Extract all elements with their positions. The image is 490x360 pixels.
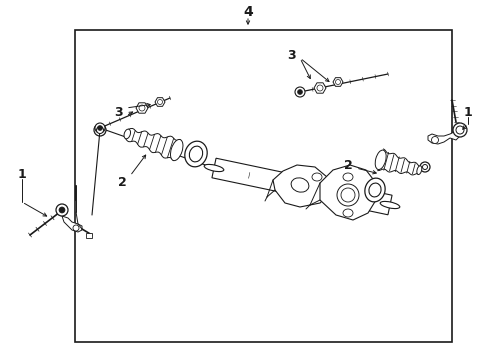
Polygon shape: [136, 103, 148, 113]
Ellipse shape: [343, 173, 353, 181]
Ellipse shape: [291, 178, 309, 192]
Ellipse shape: [312, 173, 322, 181]
Text: 4: 4: [243, 5, 253, 19]
Text: 1: 1: [18, 167, 26, 180]
Ellipse shape: [365, 178, 385, 202]
Circle shape: [453, 123, 467, 137]
Circle shape: [56, 204, 68, 216]
Ellipse shape: [189, 146, 203, 162]
Text: 3: 3: [288, 49, 296, 62]
Polygon shape: [212, 158, 392, 215]
Circle shape: [420, 162, 430, 172]
Circle shape: [422, 165, 427, 170]
Polygon shape: [62, 216, 82, 232]
Polygon shape: [273, 165, 330, 207]
Ellipse shape: [375, 150, 386, 170]
Text: 1: 1: [464, 105, 472, 118]
Circle shape: [157, 99, 163, 104]
Text: 2: 2: [118, 176, 126, 189]
Ellipse shape: [380, 201, 400, 208]
Circle shape: [139, 105, 145, 111]
Circle shape: [59, 207, 65, 213]
Polygon shape: [314, 83, 326, 93]
Text: 2: 2: [343, 158, 352, 171]
Circle shape: [73, 225, 79, 231]
Ellipse shape: [124, 129, 130, 139]
Polygon shape: [320, 165, 376, 220]
Circle shape: [336, 80, 341, 85]
Circle shape: [95, 123, 105, 133]
Polygon shape: [126, 129, 180, 161]
Bar: [86, 233, 92, 238]
Polygon shape: [428, 124, 462, 144]
Polygon shape: [378, 149, 420, 175]
Ellipse shape: [417, 166, 422, 175]
Ellipse shape: [171, 139, 183, 161]
Circle shape: [295, 87, 305, 97]
Ellipse shape: [369, 183, 381, 197]
Circle shape: [94, 124, 106, 136]
Text: 3: 3: [114, 105, 122, 118]
Circle shape: [297, 90, 302, 95]
Polygon shape: [155, 98, 165, 106]
Ellipse shape: [204, 165, 224, 172]
Circle shape: [432, 136, 439, 144]
Circle shape: [98, 126, 102, 131]
Bar: [75, 30, 452, 342]
Circle shape: [456, 126, 464, 134]
Ellipse shape: [343, 209, 353, 217]
Circle shape: [97, 126, 103, 134]
Circle shape: [317, 85, 323, 91]
Ellipse shape: [337, 184, 359, 206]
Ellipse shape: [185, 141, 207, 167]
Ellipse shape: [341, 188, 355, 202]
Polygon shape: [333, 78, 343, 86]
